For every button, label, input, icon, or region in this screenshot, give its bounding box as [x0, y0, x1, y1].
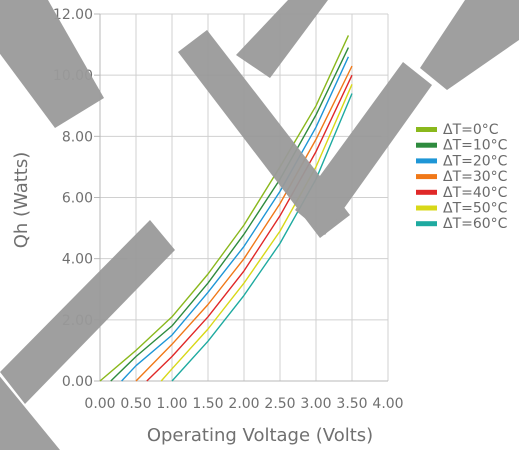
x-tick-label-7: 3.50	[336, 396, 367, 412]
x-tick-label-0: 0.00	[84, 396, 115, 412]
legend-label-3: ΔT=30°C	[443, 169, 508, 185]
legend-label-0: ΔT=0°C	[443, 122, 499, 138]
legend-swatch-0	[416, 127, 437, 132]
series-line-1	[110, 47, 350, 382]
x-tick-label-1: 0.50	[120, 396, 151, 412]
watermark-stroke-6	[236, 0, 328, 78]
series-line-6	[171, 93, 353, 382]
x-tick-label-8: 4.00	[372, 396, 403, 412]
watermark-stroke-3	[0, 220, 175, 404]
series-line-5	[160, 84, 353, 382]
legend-swatch-3	[416, 174, 437, 180]
y-tick-label-2: 4.00	[62, 252, 93, 268]
y-tick-label-3: 6.00	[62, 191, 93, 207]
legend-swatch-1	[416, 142, 437, 148]
x-tick-label-6: 3.00	[300, 396, 331, 412]
series-line-2	[121, 56, 350, 382]
y-axis-title: Qh (Watts)	[11, 152, 32, 249]
watermark-stroke-5	[295, 62, 432, 235]
x-axis-title: Operating Voltage (Volts)	[147, 425, 373, 446]
legend-swatch-5	[416, 205, 437, 211]
x-tick-labels: 0.00 0.50 1.00 1.50 2.00 2.50 3.00 3.50 4.00	[84, 396, 403, 412]
legend-label-6: ΔT=60°C	[443, 216, 508, 232]
legend-swatch-6	[416, 221, 437, 227]
legend-label-5: ΔT=50°C	[443, 201, 508, 217]
y-tick-label-0: 0.00	[62, 374, 93, 390]
watermark-stroke-1	[0, 376, 60, 450]
series-line-0	[99, 35, 350, 382]
series-line-3	[135, 65, 353, 382]
legend-swatch-4	[416, 189, 437, 195]
x-tick-label-3: 1.50	[192, 396, 223, 412]
y-tick-label-4: 8.00	[62, 129, 93, 145]
watermark-stroke-7	[420, 0, 519, 90]
y-tick-label-6: 12.00	[53, 7, 93, 23]
legend-label-4: ΔT=40°C	[443, 185, 508, 201]
watermark-stroke-4	[178, 30, 350, 238]
x-tick-label-4: 2.00	[228, 396, 259, 412]
x-tick-label-2: 1.00	[156, 396, 187, 412]
watermark-stroke-2	[0, 0, 104, 128]
series-line-4	[146, 74, 353, 382]
x-tick-label-5: 2.50	[264, 396, 295, 412]
legend-label-2: ΔT=20°C	[443, 153, 508, 169]
legend: ΔT=0°CΔT=10°CΔT=20°CΔT=30°CΔT=40°CΔT=50°…	[416, 122, 508, 232]
series-lines	[99, 35, 353, 382]
legend-label-1: ΔT=10°C	[443, 138, 508, 154]
legend-swatch-2	[416, 158, 437, 164]
